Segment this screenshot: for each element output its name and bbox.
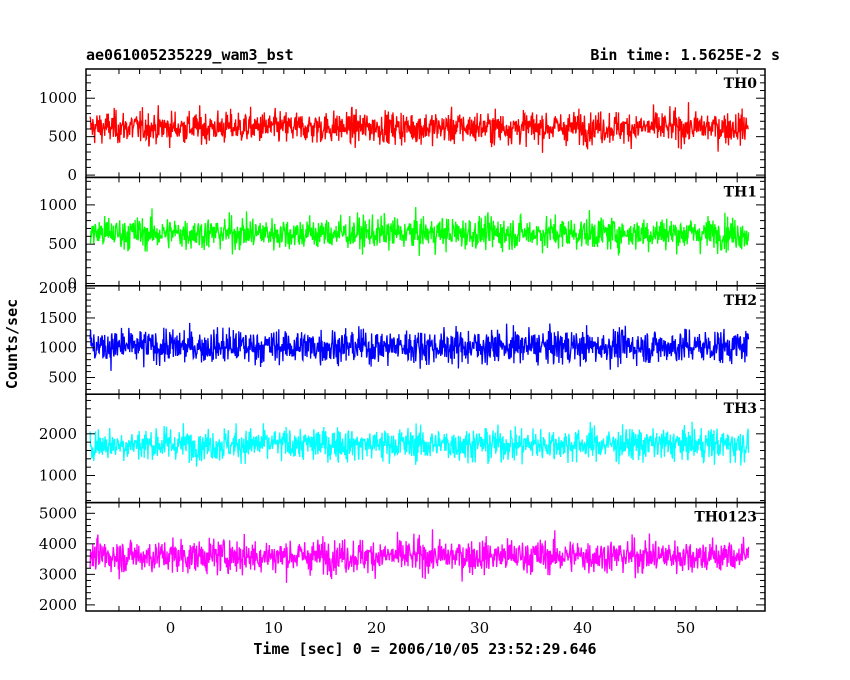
chart-title-right: Bin time: 1.5625E-2 s — [590, 46, 780, 64]
y-tick-label: 500 — [48, 369, 77, 387]
y-tick-label: 5000 — [39, 504, 77, 522]
y-tick-label: 3000 — [39, 565, 77, 583]
y-tick-label: 2000 — [39, 279, 77, 297]
panel-th3: 1000 2000 TH3 — [39, 393, 766, 504]
series-th3 — [89, 421, 750, 467]
y-tick-label: 0 — [67, 166, 77, 184]
y-tick-label: 1500 — [39, 309, 77, 327]
y-tick-label: 500 — [48, 128, 77, 146]
x-tick-label: 50 — [676, 619, 695, 637]
y-tick-label: 2000 — [39, 425, 77, 443]
panel-label-th3: TH3 — [724, 401, 757, 417]
x-axis: 0 10 20 30 40 50 — [166, 619, 695, 637]
panels-group: 0 500 1000 TH0 0 500 1000 TH1 500 1000 1500 2000 TH2… — [39, 68, 766, 614]
chart-title-left: ae061005235229_wam3_bst — [86, 46, 294, 64]
x-tick-label: 0 — [166, 619, 176, 637]
panel-label-th1: TH1 — [724, 184, 757, 200]
y-tick-label: 500 — [48, 235, 77, 253]
panel-th2: 500 1000 1500 2000 TH2 — [39, 279, 766, 395]
x-tick-label: 40 — [573, 619, 592, 637]
y-tick-label: 1000 — [39, 339, 77, 357]
series-th0 — [89, 102, 749, 153]
panel-label-th2: TH2 — [724, 293, 757, 309]
panel-label-th0: TH0 — [724, 76, 758, 92]
y-tick-label: 1000 — [39, 89, 77, 107]
x-tick-label: 20 — [367, 619, 386, 637]
panel-th0123: 2000 3000 4000 5000 TH0123 — [39, 501, 766, 614]
y-tick-label: 0 — [67, 274, 77, 292]
y-tick-label: 1000 — [39, 467, 77, 485]
series-th2 — [89, 322, 750, 371]
y-tick-label: 4000 — [39, 535, 77, 553]
y-tick-label: 1000 — [39, 196, 77, 214]
x-axis-label: Time [sec] 0 = 2006/10/05 23:52:29.646 — [253, 640, 596, 658]
y-axis-label: Counts/sec — [3, 299, 21, 389]
panel-frame — [85, 501, 766, 612]
series-th0123 — [89, 529, 750, 583]
x-tick-label: 30 — [470, 619, 489, 637]
x-tick-label: 10 — [264, 619, 283, 637]
panel-th0: 0 500 1000 TH0 — [39, 68, 766, 184]
panel-label-th0123: TH0123 — [694, 510, 757, 526]
series-th1 — [89, 206, 750, 256]
y-tick-label: 2000 — [39, 596, 77, 614]
panel-th1: 0 500 1000 TH1 — [39, 176, 766, 292]
